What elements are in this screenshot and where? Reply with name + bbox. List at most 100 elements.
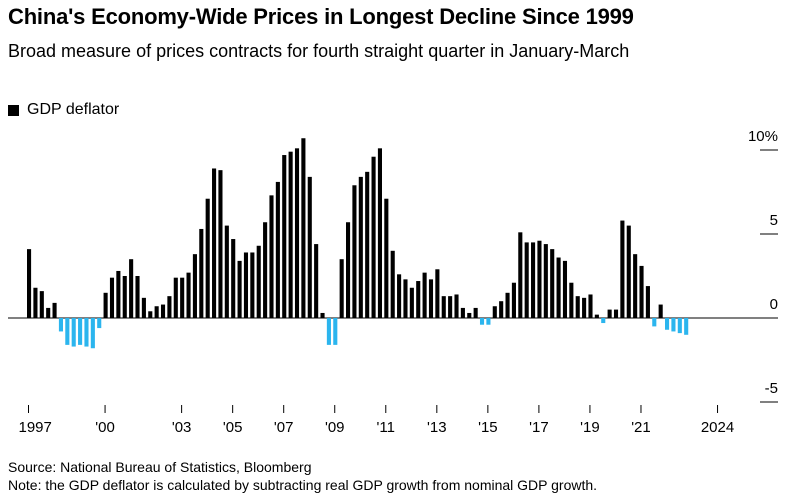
bar [684, 318, 689, 335]
bar [365, 171, 370, 318]
footnote: Note: the GDP deflator is calculated by … [8, 477, 598, 493]
bar [84, 318, 89, 347]
bar [237, 260, 242, 318]
chart-title: China's Economy-Wide Prices in Longest D… [8, 4, 634, 29]
bar [160, 304, 166, 318]
bar [467, 312, 472, 318]
bar [78, 318, 83, 345]
chart-subtitle: Broad measure of prices contracts for fo… [8, 41, 630, 61]
bar [275, 181, 280, 318]
bar [652, 318, 657, 327]
bar [71, 318, 76, 347]
bar [282, 155, 287, 318]
x-tick-label: 2024 [701, 419, 734, 436]
bar [633, 254, 638, 318]
bar [250, 252, 255, 318]
bar [594, 314, 599, 318]
bar [403, 279, 408, 318]
bar [607, 309, 612, 318]
y-tick-label: 5 [770, 212, 778, 229]
bar [65, 318, 70, 345]
bar [129, 259, 134, 318]
bar [371, 156, 376, 318]
bar [524, 242, 529, 318]
bar [212, 168, 217, 318]
bar [135, 276, 140, 318]
bar [269, 195, 274, 318]
x-tick-label: '03 [172, 419, 192, 436]
bar [422, 272, 427, 318]
x-tick-label: '13 [427, 419, 447, 436]
y-tick-label: 10% [748, 128, 778, 145]
bar [320, 312, 325, 318]
bar [243, 252, 249, 318]
x-axis-tick-labels: 1997 '00 '03 '05 '07 '09 '11 '13 '15 '17 '19 '21 202… [19, 405, 734, 436]
bar [409, 287, 414, 318]
bar [256, 245, 261, 318]
bar [288, 151, 293, 318]
bar [613, 309, 619, 318]
bar [167, 296, 172, 318]
bar [148, 311, 153, 318]
bar [441, 296, 446, 318]
bars [27, 138, 689, 349]
bar [569, 282, 574, 318]
bar [358, 176, 363, 318]
bar [658, 304, 663, 318]
bar [314, 244, 319, 318]
x-tick-label: 1997 [19, 419, 52, 436]
bar [307, 176, 312, 318]
bar [224, 225, 229, 318]
bar [180, 277, 185, 318]
bar [416, 281, 421, 318]
bar [511, 282, 516, 318]
bar [620, 220, 625, 318]
bar [384, 198, 389, 318]
bar [346, 222, 351, 318]
bar [556, 257, 561, 318]
bar [582, 297, 587, 318]
bar [218, 170, 223, 318]
bar [486, 318, 491, 325]
bar [531, 242, 536, 318]
bar [116, 270, 121, 318]
bar [192, 254, 197, 318]
bar [473, 307, 478, 318]
bar [645, 286, 650, 318]
bar [39, 291, 44, 318]
bar [173, 277, 178, 318]
x-tick-label: '00 [95, 419, 115, 436]
bar [294, 148, 300, 318]
bar [518, 232, 523, 318]
bar [537, 240, 542, 318]
bar [377, 148, 382, 318]
bar [601, 318, 606, 324]
x-tick-label: '07 [274, 419, 294, 436]
bar [352, 185, 357, 318]
bar [301, 138, 306, 318]
legend-swatch [8, 104, 19, 116]
bar [460, 307, 465, 318]
x-tick-label: '21 [631, 419, 651, 436]
bar [339, 259, 344, 318]
bar [58, 318, 63, 332]
legend: GDP deflator [8, 101, 119, 119]
bar [454, 294, 459, 318]
y-tick-label: -5 [765, 380, 778, 397]
bar [97, 318, 102, 329]
legend-label: GDP deflator [27, 101, 120, 118]
x-tick-label: '05 [223, 419, 243, 436]
bar [492, 306, 497, 318]
x-tick-label: '19 [580, 419, 600, 436]
source-note: Source: National Bureau of Statistics, B… [8, 459, 312, 475]
bar [154, 306, 159, 318]
bar [550, 249, 555, 318]
bar [428, 279, 434, 318]
x-tick-label: '09 [325, 419, 345, 436]
x-tick-label: '17 [529, 419, 549, 436]
bar [205, 198, 210, 318]
bar [122, 276, 127, 318]
bar [588, 294, 593, 318]
bar [109, 277, 115, 318]
